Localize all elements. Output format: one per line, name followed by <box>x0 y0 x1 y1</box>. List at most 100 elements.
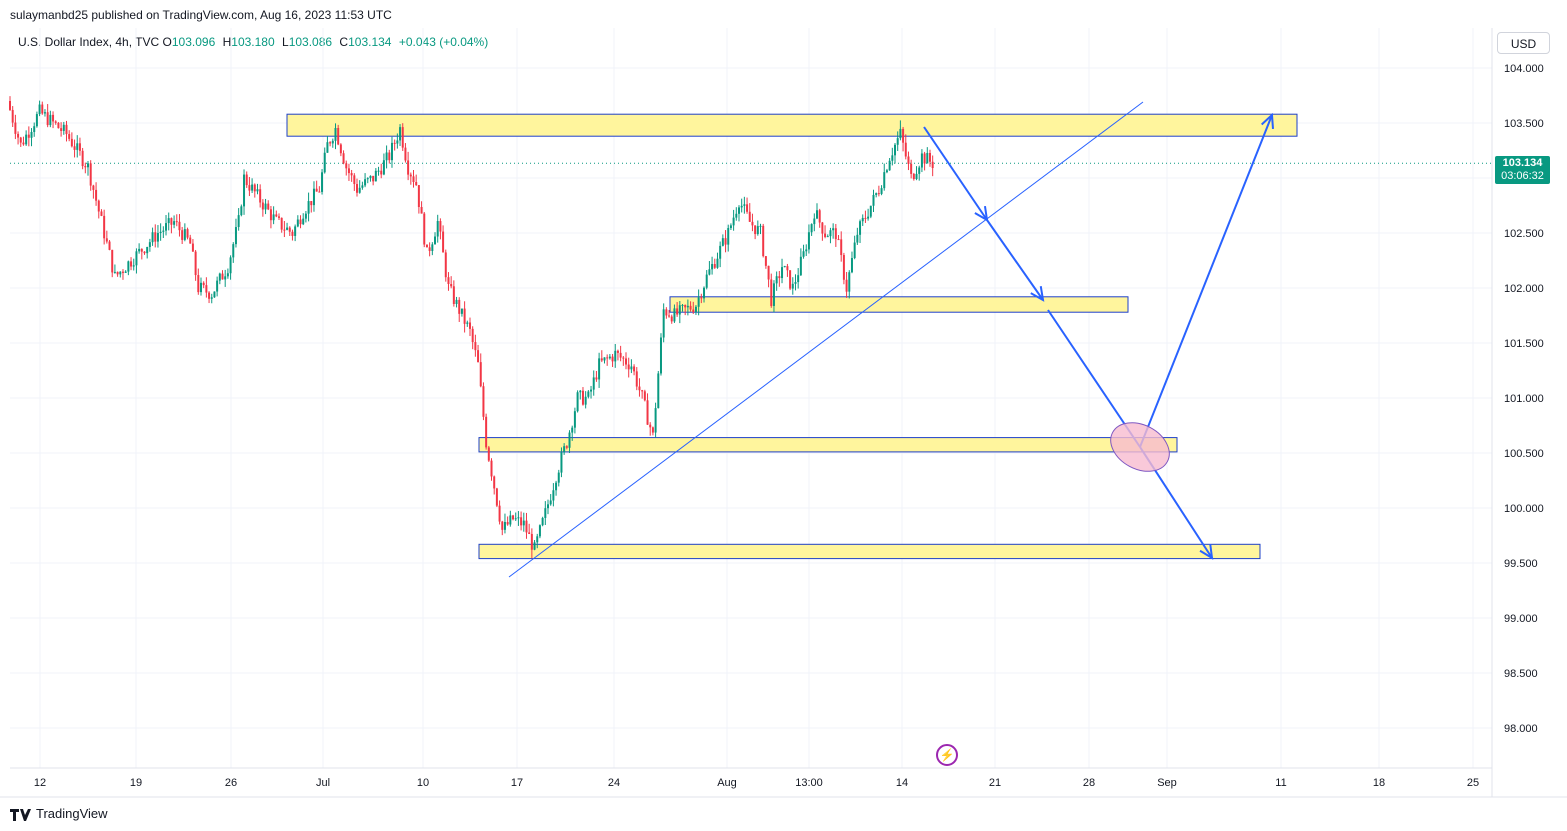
candle-body <box>783 266 786 268</box>
candle-body <box>318 191 321 193</box>
top-bar: sulaymanbd25 published on TradingView.co… <box>0 0 1567 28</box>
x-tick-label: Sep <box>1157 777 1177 789</box>
candle-body <box>358 187 361 193</box>
candle-body <box>770 279 773 306</box>
candle-body <box>711 264 714 270</box>
candle-body <box>264 203 267 210</box>
candle-body <box>746 204 749 212</box>
candle-body <box>754 225 757 235</box>
candle-body <box>727 228 730 245</box>
candle-body <box>9 101 11 110</box>
candle-body <box>867 216 870 219</box>
candle-body <box>818 210 821 223</box>
candle-body <box>816 210 818 219</box>
candle-body <box>434 236 437 245</box>
candle-body <box>759 225 762 227</box>
candle-body <box>840 239 843 256</box>
candle-body <box>81 150 84 167</box>
candle-body <box>538 525 541 537</box>
candle-body <box>926 152 929 164</box>
candle-body <box>43 112 46 114</box>
support-resistance-zones[interactable] <box>286 113 1298 560</box>
candle-body <box>703 287 706 299</box>
y-tick-label: 101.000 <box>1504 393 1544 405</box>
candle-body <box>87 163 90 168</box>
candle-body <box>622 357 625 359</box>
candle-body <box>920 153 923 168</box>
candle-body <box>611 356 614 362</box>
drawings[interactable] <box>508 101 1274 578</box>
candle-body <box>659 337 662 374</box>
projection-arrow-2 <box>986 219 1044 301</box>
candle-body <box>146 247 149 254</box>
x-tick-label: 10 <box>417 777 429 789</box>
candle-body <box>331 140 334 144</box>
candle-body <box>156 233 159 242</box>
candle-body <box>339 144 342 154</box>
candle-body <box>304 213 307 219</box>
candle-body <box>616 350 619 353</box>
candle-body <box>888 160 891 171</box>
candle-body <box>170 218 173 225</box>
candle-body <box>789 270 792 289</box>
candle-body <box>202 282 205 286</box>
candle-body <box>764 256 767 266</box>
candle-body <box>837 239 840 241</box>
currency-button[interactable]: USD <box>1497 32 1550 54</box>
candle-body <box>105 238 108 242</box>
candle-body <box>563 446 566 453</box>
candle-body <box>113 271 116 273</box>
candle-body <box>724 238 727 245</box>
candle-body <box>436 221 439 237</box>
candle-body <box>740 205 743 208</box>
candle-body <box>619 352 622 358</box>
candle-body <box>549 500 552 505</box>
candle-body <box>918 167 921 174</box>
candle-body <box>57 122 60 129</box>
highlight-ellipse <box>1110 422 1170 472</box>
grid <box>10 28 1492 768</box>
candle-body <box>267 203 270 210</box>
candle-body <box>412 176 415 183</box>
candle-body <box>581 390 584 405</box>
candle-body <box>243 174 246 207</box>
candle-body <box>509 515 512 525</box>
candle-body <box>912 173 915 180</box>
candle-body <box>657 373 660 409</box>
candle-body <box>915 173 918 180</box>
candle-body <box>417 185 420 208</box>
candle-body <box>307 201 310 214</box>
footer-brand[interactable]: TradingView <box>10 806 108 821</box>
candle-body <box>786 266 789 271</box>
open-label: O <box>162 35 172 49</box>
candle-body <box>880 188 883 194</box>
candle-body <box>334 127 337 141</box>
candle-body <box>751 221 754 226</box>
candle-body <box>425 244 428 248</box>
candle-body <box>62 124 65 131</box>
candle-body <box>692 309 695 313</box>
candle-body <box>479 362 482 387</box>
projection-arrow-5-head <box>1199 543 1214 560</box>
candle-body <box>103 215 106 239</box>
candle-body <box>283 229 286 231</box>
candle-body <box>466 322 469 324</box>
candle-body <box>92 185 95 190</box>
price-zone <box>669 296 1129 313</box>
candle-body <box>646 400 649 425</box>
candle-body <box>121 271 124 273</box>
symbol-label[interactable]: U.S. Dollar Index, 4h, TVC <box>18 35 160 49</box>
candle-body <box>361 185 364 188</box>
candle-body <box>393 142 396 144</box>
candle-body <box>240 206 243 216</box>
candle-body <box>584 396 587 405</box>
candle-body <box>111 249 114 273</box>
candle-body <box>705 274 708 288</box>
lightning-bolt-icon[interactable]: ⚡ <box>936 744 958 766</box>
candle-body <box>321 172 324 192</box>
candle-body <box>159 231 162 234</box>
candle-body <box>557 472 560 483</box>
candle-body <box>875 193 878 195</box>
candle-body <box>38 104 41 115</box>
